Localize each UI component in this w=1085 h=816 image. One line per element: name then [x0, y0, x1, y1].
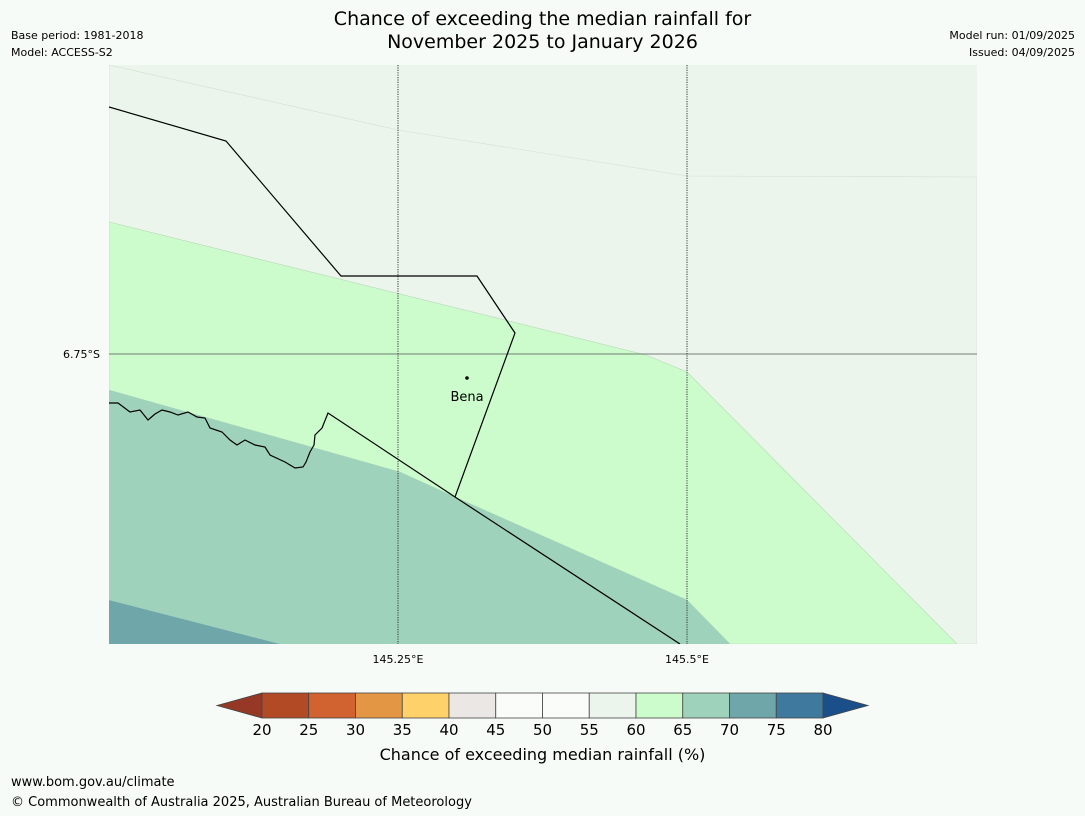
title-line-1: Chance of exceeding the median rainfall … [333, 8, 752, 30]
footer-url: www.bom.gov.au/climate [11, 775, 175, 790]
zone-75-80 [109, 600, 280, 644]
colorbar-tick-label: 70 [720, 721, 739, 739]
issued-date: Issued: 04/09/2025 [968, 46, 1075, 59]
colorbar-tick-label: 25 [299, 721, 318, 739]
colorbar-segment [355, 692, 403, 719]
model-name: Model: ACCESS-S2 [11, 46, 113, 59]
lat-label: 6.75°S [63, 348, 100, 361]
lon-label-145-5: 145.5°E [665, 653, 709, 666]
base-period: Base period: 1981-2018 [11, 29, 144, 42]
colorbar-segment [542, 692, 590, 719]
colorbar-tick-label: 60 [626, 721, 645, 739]
colorbar-segment [495, 692, 543, 719]
chart-title: Chance of exceeding the median rainfall … [0, 8, 1085, 54]
lon-label-145-25: 145.25°E [373, 653, 424, 666]
colorbar-segment [682, 692, 730, 719]
colorbar-tick-label: 55 [580, 721, 599, 739]
colorbar-tick-label: 50 [533, 721, 552, 739]
colorbar-tick-label: 30 [346, 721, 365, 739]
colorbar-label: Chance of exceeding median rainfall (%) [379, 745, 706, 764]
colorbar-segment [261, 692, 310, 719]
meta-right: Model run: 01/09/2025 Issued: 04/09/2025 [949, 27, 1075, 61]
colorbar-tick-label: 45 [486, 721, 505, 739]
footer-copyright: © Commonwealth of Australia 2025, Austra… [11, 795, 472, 810]
colorbar-tick-label: 80 [813, 721, 832, 739]
colorbar-under-arrow [215, 692, 263, 719]
colorbar-tick-label: 65 [673, 721, 692, 739]
colorbar-tick-label: 20 [252, 721, 271, 739]
colorbar-segment [729, 692, 777, 719]
zone-70-75 [109, 390, 730, 644]
colorbar-segment [401, 692, 450, 719]
colorbar-segment [635, 692, 684, 719]
title-line-2: November 2025 to January 2026 [387, 31, 698, 53]
colorbar-segment [308, 692, 356, 719]
border-line [454, 496, 681, 644]
meta-left: Base period: 1981-2018 Model: ACCESS-S2 [11, 27, 143, 61]
colorbar-over-arrow [822, 692, 870, 719]
colorbar: 20 25 30 35 40 45 50 55 60 65 70 75 80 [215, 692, 870, 739]
map-area: Bena [109, 65, 977, 644]
colorbar-tick-label: 40 [439, 721, 458, 739]
bena-marker [465, 376, 469, 380]
province-boundary [109, 106, 516, 498]
colorbar-tick-label: 75 [767, 721, 786, 739]
district-boundary [109, 402, 456, 498]
colorbar-segment [588, 692, 637, 719]
place-label-bena: Bena [450, 390, 483, 405]
model-run: Model run: 01/09/2025 [949, 29, 1075, 42]
colorbar-segment [775, 692, 824, 719]
colorbar-tick-label: 35 [393, 721, 412, 739]
colorbar-segment [448, 692, 497, 719]
